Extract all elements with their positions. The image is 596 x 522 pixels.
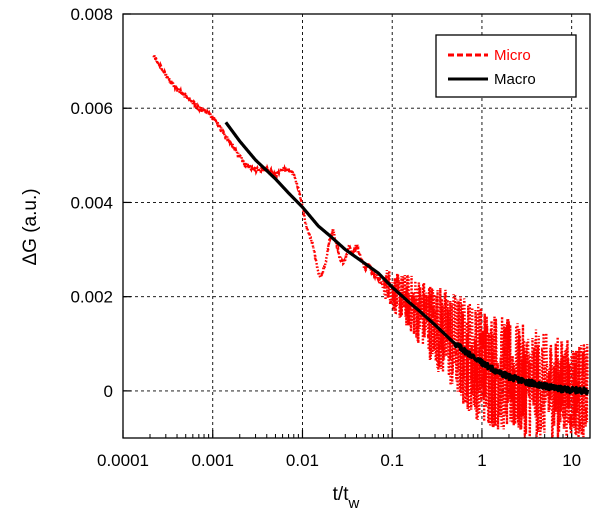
legend-label-macro: Macro — [494, 71, 536, 88]
plot-frame — [122, 13, 591, 439]
grid — [123, 14, 590, 438]
plot-series — [152, 55, 590, 438]
x-axis-label: t/tw — [333, 484, 360, 512]
x-tick-label: 0.01 — [286, 451, 319, 470]
x-tick-label: 0.0001 — [97, 451, 149, 470]
y-tick-label: 0.004 — [70, 193, 113, 212]
x-axis-label-main: t/t — [333, 484, 350, 505]
x-tick-label: 1 — [477, 451, 486, 470]
y-tick-label: 0 — [104, 382, 113, 401]
y-axis-label: ΔG (a.u.) — [20, 188, 41, 265]
y-tick-label: 0.008 — [70, 5, 113, 24]
x-tick-label: 0.1 — [380, 451, 404, 470]
legend-label-micro: Micro — [494, 47, 531, 64]
legend-box — [435, 34, 577, 98]
y-axis-ticks: 0 0.002 0.004 0.006 0.008 — [70, 5, 131, 401]
x-tick-label: 0.001 — [191, 451, 234, 470]
y-tick-label: 0.006 — [70, 99, 113, 118]
legend: Micro Macro — [435, 34, 577, 98]
x-tick-label: 10 — [562, 451, 581, 470]
series-line-macro — [224, 121, 590, 396]
x-axis-ticks: 0.0001 0.001 0.01 0.1 1 10 — [97, 430, 581, 470]
x-axis-label-subscript: w — [348, 495, 360, 512]
y-tick-label: 0.002 — [70, 288, 113, 307]
